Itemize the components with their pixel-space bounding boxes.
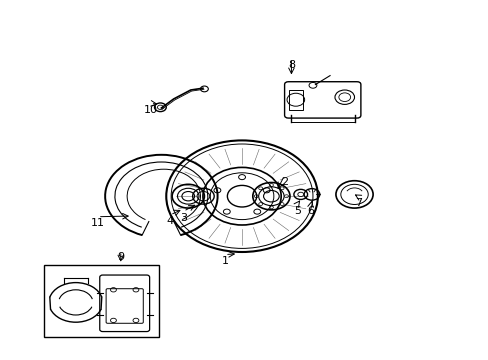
Bar (44, 265, 159, 337)
Text: 1: 1 (221, 256, 228, 266)
Text: 6: 6 (307, 206, 314, 216)
Text: 4: 4 (166, 216, 173, 226)
Text: 5: 5 (293, 206, 300, 216)
Text: 10: 10 (143, 105, 157, 115)
Text: 8: 8 (287, 60, 294, 70)
Text: 11: 11 (91, 218, 104, 228)
Text: 9: 9 (117, 252, 124, 262)
Bar (288, 90, 303, 110)
Text: 2: 2 (281, 177, 287, 187)
Text: 3: 3 (180, 213, 186, 223)
Text: 7: 7 (355, 198, 362, 208)
